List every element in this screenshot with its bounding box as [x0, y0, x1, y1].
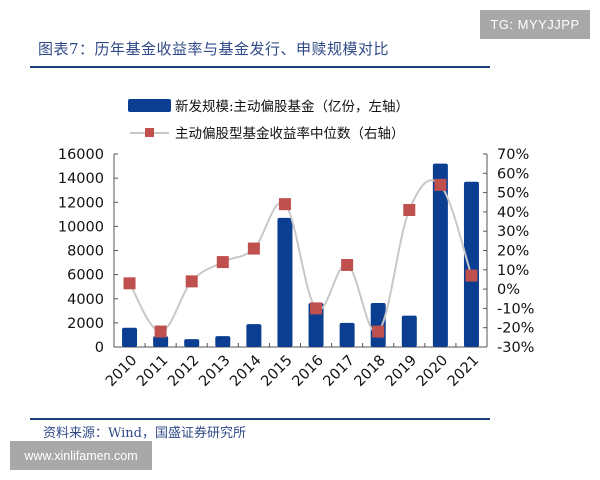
- right-tick-label: 20%: [497, 244, 529, 260]
- right-tick-label: -20%: [497, 321, 534, 337]
- bar: [463, 181, 479, 347]
- return-marker: [403, 203, 416, 216]
- footer-divider: [30, 418, 490, 420]
- x-tick-label: 2011: [134, 353, 171, 390]
- source-note: 资料来源：Wind，国盛证券研究所: [43, 426, 246, 441]
- x-tick-label: 2018: [352, 353, 389, 390]
- x-tick-label: 2019: [383, 353, 420, 390]
- x-tick-label: 2020: [414, 353, 451, 390]
- right-tick-label: 60%: [497, 166, 529, 182]
- return-marker: [216, 256, 229, 269]
- return-marker: [465, 269, 478, 282]
- left-tick-label: 4000: [67, 292, 104, 308]
- x-tick-label: 2014: [227, 353, 264, 390]
- bar: [184, 339, 200, 347]
- left-tick-label: 2000: [67, 316, 104, 332]
- right-tick-label: -30%: [497, 340, 534, 356]
- bar: [339, 322, 355, 347]
- left-tick-label: 0: [95, 340, 104, 356]
- legend-line-label: 主动偏股型基金收益率中位数（右轴）: [175, 126, 405, 142]
- tg-watermark: TG: MYYJJPP: [480, 10, 590, 39]
- left-tick-label: 12000: [58, 195, 104, 211]
- return-marker: [278, 198, 291, 211]
- left-tick-label: 10000: [58, 219, 104, 235]
- line-series: [123, 178, 478, 338]
- right-tick-label: -10%: [497, 301, 534, 317]
- bar: [370, 302, 386, 347]
- x-tick-label: 2015: [258, 353, 295, 390]
- chart-title: 图表7：历年基金收益率与基金发行、申赎规模对比: [38, 40, 390, 58]
- x-tick-label: 2021: [445, 353, 482, 390]
- bar: [153, 336, 169, 347]
- right-y-axis: -30% -20% -10% 0% 10% 20% 30% 40% 50% 60% 70%: [483, 147, 534, 356]
- left-tick-label: 6000: [67, 268, 104, 284]
- title-divider: [30, 66, 490, 68]
- bar: [277, 217, 293, 347]
- legend-item-bar: 新发规模:主动偏股基金（亿份，左轴）: [128, 95, 409, 115]
- legend-line-marker-icon: [128, 126, 171, 139]
- x-tick-label: 2017: [321, 353, 358, 390]
- right-tick-label: 40%: [497, 205, 529, 221]
- bar: [401, 315, 417, 347]
- bar: [432, 163, 448, 347]
- left-tick-label: 8000: [67, 244, 104, 260]
- x-axis: 2010201120122013201420152016201720182019…: [103, 343, 487, 390]
- return-line: [128, 179, 473, 334]
- bar-series: [122, 163, 479, 347]
- x-tick-label: 2010: [103, 353, 140, 390]
- right-tick-label: 70%: [497, 147, 529, 163]
- x-tick-label: 2013: [196, 353, 233, 390]
- return-marker: [185, 275, 198, 288]
- legend-item-line: 主动偏股型基金收益率中位数（右轴）: [128, 122, 405, 142]
- bar: [122, 327, 138, 347]
- left-tick-label: 16000: [58, 147, 104, 163]
- right-tick-label: 30%: [497, 224, 529, 240]
- return-marker: [341, 258, 354, 271]
- return-marker: [154, 325, 167, 338]
- legend-bar-swatch-icon: [128, 98, 171, 112]
- legend-bar-label: 新发规模:主动偏股基金（亿份，左轴）: [175, 99, 410, 115]
- x-tick-label: 2012: [165, 353, 202, 390]
- bar: [246, 324, 262, 347]
- return-marker: [247, 242, 260, 255]
- right-tick-label: 50%: [497, 186, 529, 202]
- right-tick-label: 10%: [497, 263, 529, 279]
- return-marker: [372, 325, 385, 338]
- site-watermark: www.xinlifamen.com: [10, 441, 152, 470]
- left-y-axis: 0 2000 4000 6000 8000 10000 12000 14000 16000: [58, 147, 118, 356]
- return-marker: [123, 277, 136, 290]
- return-marker: [310, 302, 323, 315]
- return-marker: [434, 178, 447, 191]
- left-tick-label: 14000: [58, 171, 104, 187]
- x-tick-label: 2016: [289, 353, 326, 390]
- bar: [215, 336, 231, 347]
- right-tick-label: 0%: [497, 282, 520, 298]
